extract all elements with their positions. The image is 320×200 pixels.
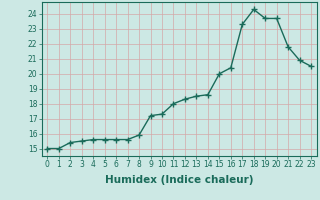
X-axis label: Humidex (Indice chaleur): Humidex (Indice chaleur): [105, 175, 253, 185]
